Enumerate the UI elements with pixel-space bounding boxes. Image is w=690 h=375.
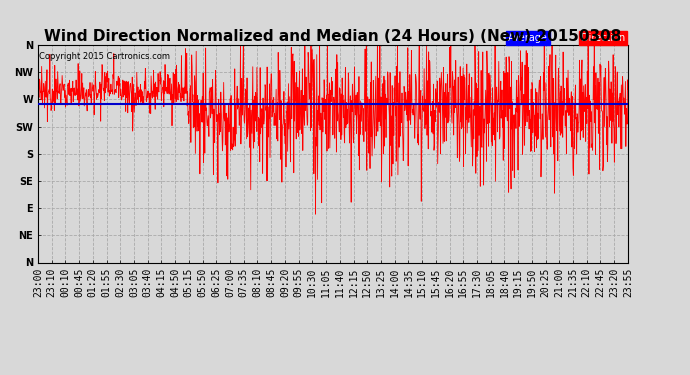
Title: Wind Direction Normalized and Median (24 Hours) (New) 20150308: Wind Direction Normalized and Median (24…: [44, 29, 622, 44]
Text: Direction: Direction: [581, 33, 625, 43]
Text: Copyright 2015 Cartronics.com: Copyright 2015 Cartronics.com: [39, 51, 170, 60]
Text: Average: Average: [509, 33, 549, 43]
